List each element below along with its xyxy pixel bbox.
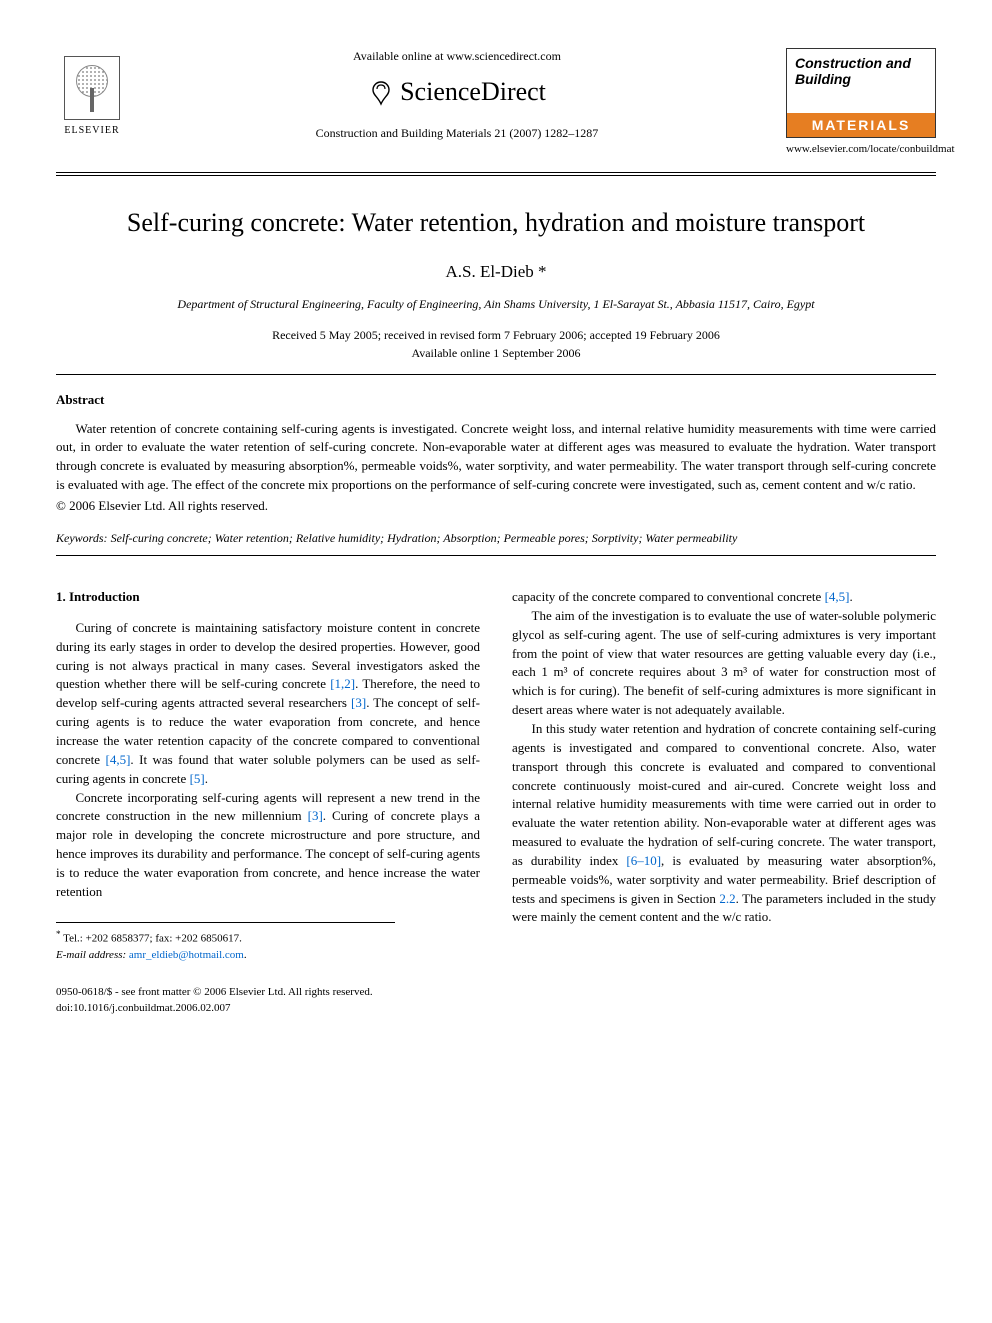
journal-reference: Construction and Building Materials 21 (…: [144, 125, 770, 142]
footer-front-matter: 0950-0618/$ - see front matter © 2006 El…: [56, 985, 936, 1000]
footnote-email-link[interactable]: amr_eldieb@hotmail.com: [126, 949, 244, 961]
sciencedirect-logo: ScienceDirect: [368, 73, 546, 111]
body-columns: 1. Introduction Curing of concrete is ma…: [56, 588, 936, 965]
page-header: ELSEVIER Available online at www.science…: [56, 48, 936, 158]
keywords-label: Keywords:: [56, 531, 108, 545]
header-center: Available online at www.sciencedirect.co…: [128, 48, 786, 142]
p2-text-d: .: [850, 589, 853, 604]
journal-cover-bar: MATERIALS: [787, 113, 935, 137]
intro-paragraph-3: The aim of the investigation is to evalu…: [512, 607, 936, 720]
available-online-line: Available online at www.sciencedirect.co…: [144, 48, 770, 65]
intro-paragraph-2: Concrete incorporating self-curing agent…: [56, 789, 480, 902]
citation-ref[interactable]: [3]: [351, 695, 366, 710]
citation-ref[interactable]: [1,2]: [330, 676, 355, 691]
title-bottom-rule: [56, 374, 936, 375]
section-ref[interactable]: 2.2: [719, 891, 735, 906]
abstract-body: Water retention of concrete containing s…: [56, 420, 936, 495]
journal-cover: Construction and Building MATERIALS www.…: [786, 48, 936, 158]
sciencedirect-icon: [368, 79, 394, 105]
article-dates: Received 5 May 2005; received in revised…: [56, 326, 936, 362]
title-block: Self-curing concrete: Water retention, h…: [56, 204, 936, 362]
p1-text-e: .: [205, 771, 208, 786]
intro-paragraph-1: Curing of concrete is maintaining satisf…: [56, 619, 480, 789]
publisher-logo: ELSEVIER: [56, 48, 128, 138]
header-rule-2: [56, 175, 936, 176]
citation-ref[interactable]: [4,5]: [825, 589, 850, 604]
journal-cover-title: Construction and Building: [795, 55, 927, 87]
author-name: A.S. El-Dieb *: [56, 260, 936, 285]
footnote-email-tail: .: [244, 949, 247, 961]
page-footer: 0950-0618/$ - see front matter © 2006 El…: [56, 985, 936, 1016]
header-rule-1: [56, 172, 936, 173]
keywords-bottom-rule: [56, 555, 936, 556]
elsevier-tree-icon: [64, 56, 120, 120]
intro-paragraph-2-cont: capacity of the concrete compared to con…: [512, 588, 936, 607]
keywords-text: Self-curing concrete; Water retention; R…: [108, 531, 738, 545]
section-1-heading: 1. Introduction: [56, 588, 480, 607]
intro-paragraph-4: In this study water retention and hydrat…: [512, 720, 936, 927]
dates-online-line: Available online 1 September 2006: [56, 344, 936, 362]
corresponding-footnote: * Tel.: +202 6858377; fax: +202 6850617.…: [56, 922, 395, 965]
publisher-name: ELSEVIER: [64, 124, 119, 139]
p2-text-c: capacity of the concrete compared to con…: [512, 589, 825, 604]
citation-ref[interactable]: [6–10]: [626, 853, 661, 868]
footnote-tel: * Tel.: +202 6858377; fax: +202 6850617.: [56, 928, 395, 948]
footnote-email: E-mail address: amr_eldieb@hotmail.com.: [56, 948, 395, 964]
footnote-email-label: E-mail address:: [56, 949, 126, 961]
journal-cover-box: Construction and Building MATERIALS: [786, 48, 936, 138]
citation-ref[interactable]: [4,5]: [105, 752, 130, 767]
dates-received-line: Received 5 May 2005; received in revised…: [56, 326, 936, 344]
citation-ref[interactable]: [5]: [190, 771, 205, 786]
footnote-tel-text: Tel.: +202 6858377; fax: +202 6850617.: [61, 932, 242, 944]
keywords-line: Keywords: Self-curing concrete; Water re…: [56, 530, 936, 547]
journal-locate-url: www.elsevier.com/locate/conbuildmat: [786, 142, 936, 158]
p4-text-a: In this study water retention and hydrat…: [512, 721, 936, 868]
abstract-copyright: © 2006 Elsevier Ltd. All rights reserved…: [56, 497, 936, 516]
paper-title: Self-curing concrete: Water retention, h…: [56, 204, 936, 242]
abstract-heading: Abstract: [56, 391, 936, 410]
column-1: 1. Introduction Curing of concrete is ma…: [56, 588, 480, 964]
sciencedirect-text: ScienceDirect: [400, 73, 546, 111]
footer-doi: doi:10.1016/j.conbuildmat.2006.02.007: [56, 1001, 936, 1016]
author-affiliation: Department of Structural Engineering, Fa…: [56, 296, 936, 313]
citation-ref[interactable]: [3]: [308, 808, 323, 823]
abstract-block: Abstract Water retention of concrete con…: [56, 391, 936, 516]
